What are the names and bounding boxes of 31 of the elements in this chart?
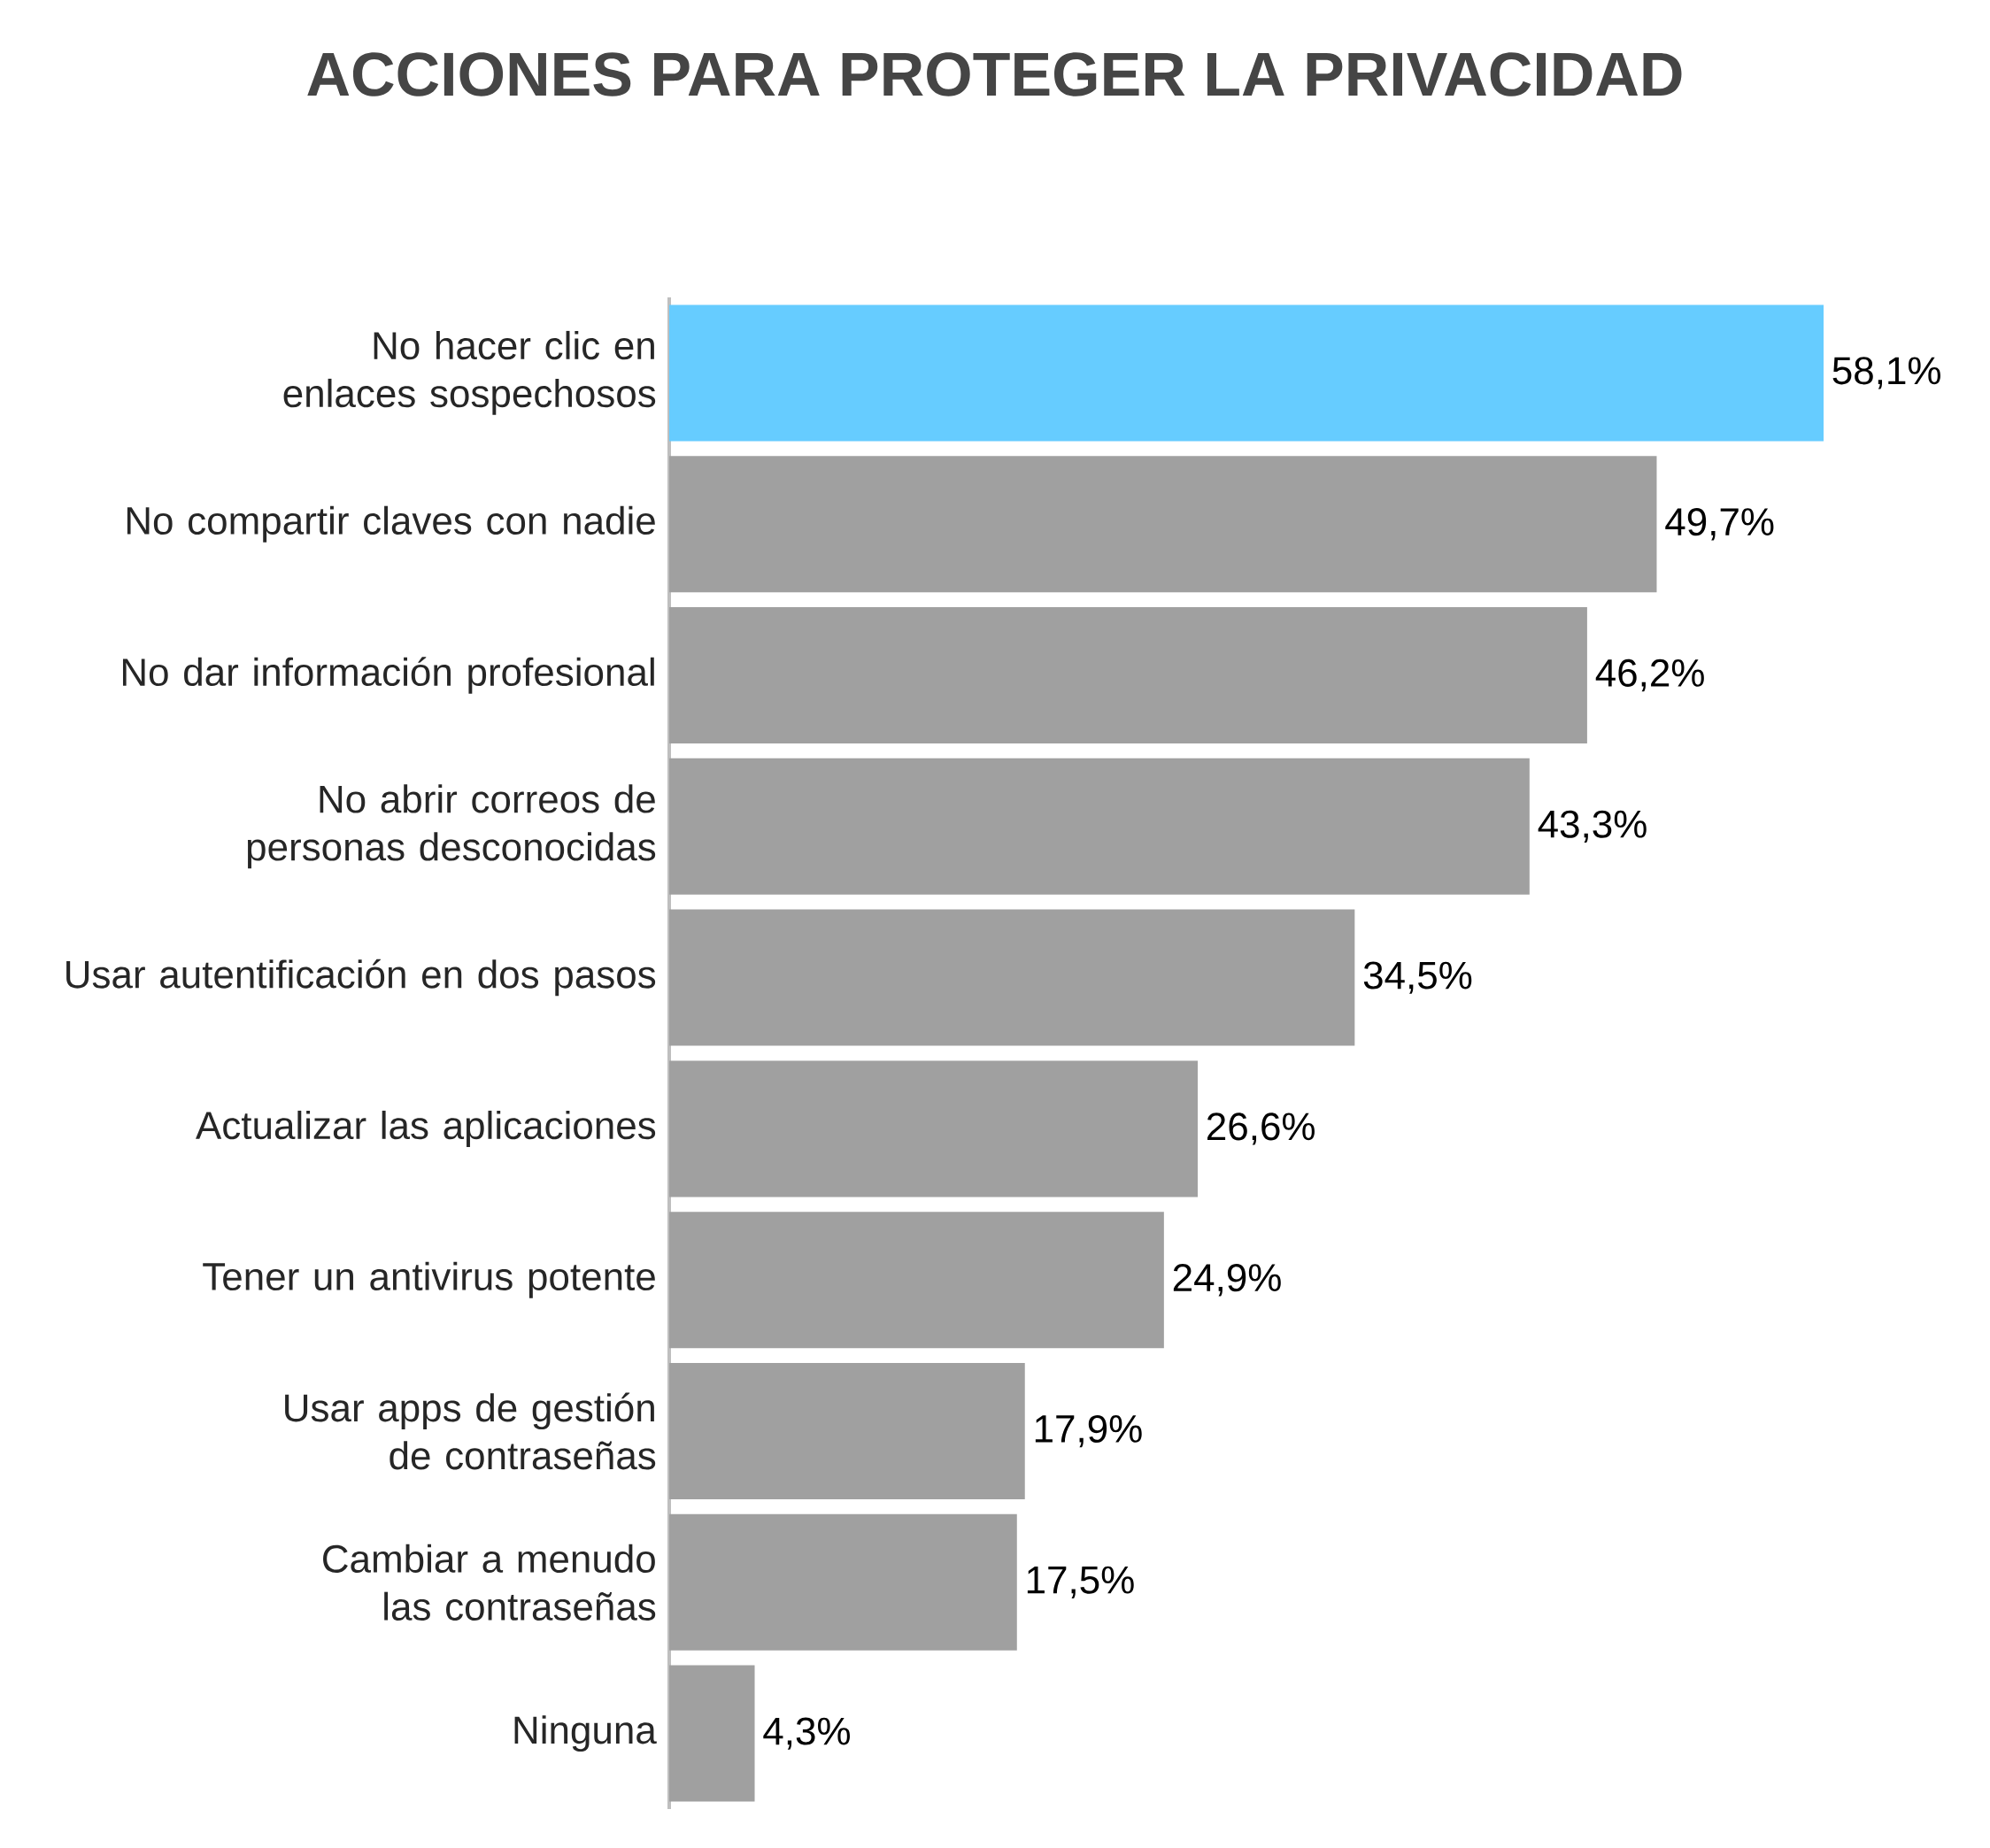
- bar: [669, 1060, 1199, 1197]
- y-tick-label: Actualizar las aplicaciones: [196, 1110, 656, 1147]
- data-label: 17,9%: [1035, 1414, 1142, 1448]
- bar: [669, 1513, 1017, 1651]
- data-label: 49,7%: [1665, 508, 1774, 541]
- data-label: 58,1%: [1832, 357, 1940, 389]
- y-tick-label: No abrir correos de personas desconocidas: [247, 784, 656, 869]
- y-tick-label: No hacer clic en enlaces sospechosos: [283, 330, 656, 415]
- y-tick-label: Usar autentificación en dos pasos: [66, 959, 656, 997]
- chart-title: ACCIONES PARA PROTEGER LA PRIVACIDAD: [307, 52, 1682, 96]
- bar: [669, 456, 1657, 593]
- bar: [669, 909, 1355, 1046]
- data-label: 46,2%: [1595, 658, 1704, 692]
- y-tick-label: Cambiar a menudo las contraseñas: [323, 1544, 656, 1621]
- bar: [669, 758, 1530, 895]
- bar: [669, 304, 1824, 442]
- y-tick-label: Ninguna: [514, 1715, 657, 1752]
- y-tick-label: Tener un antivirus potente: [203, 1261, 655, 1298]
- bar: [669, 607, 1587, 743]
- data-label: 4,3%: [763, 1717, 850, 1750]
- bar: [669, 1363, 1025, 1500]
- y-tick-label: No compartir claves con nadie: [127, 505, 655, 543]
- y-tick-label: No dar información profesional: [122, 657, 654, 694]
- data-label: 24,9%: [1173, 1264, 1281, 1297]
- bar: [669, 1665, 755, 1802]
- data-label: 17,5%: [1027, 1566, 1134, 1598]
- data-label: 26,6%: [1207, 1113, 1315, 1145]
- y-tick-label: Usar apps de gestión de contraseñas: [285, 1392, 656, 1470]
- bar: [669, 1212, 1164, 1349]
- data-label: 34,5%: [1363, 961, 1472, 994]
- data-label: 43,3%: [1538, 810, 1647, 843]
